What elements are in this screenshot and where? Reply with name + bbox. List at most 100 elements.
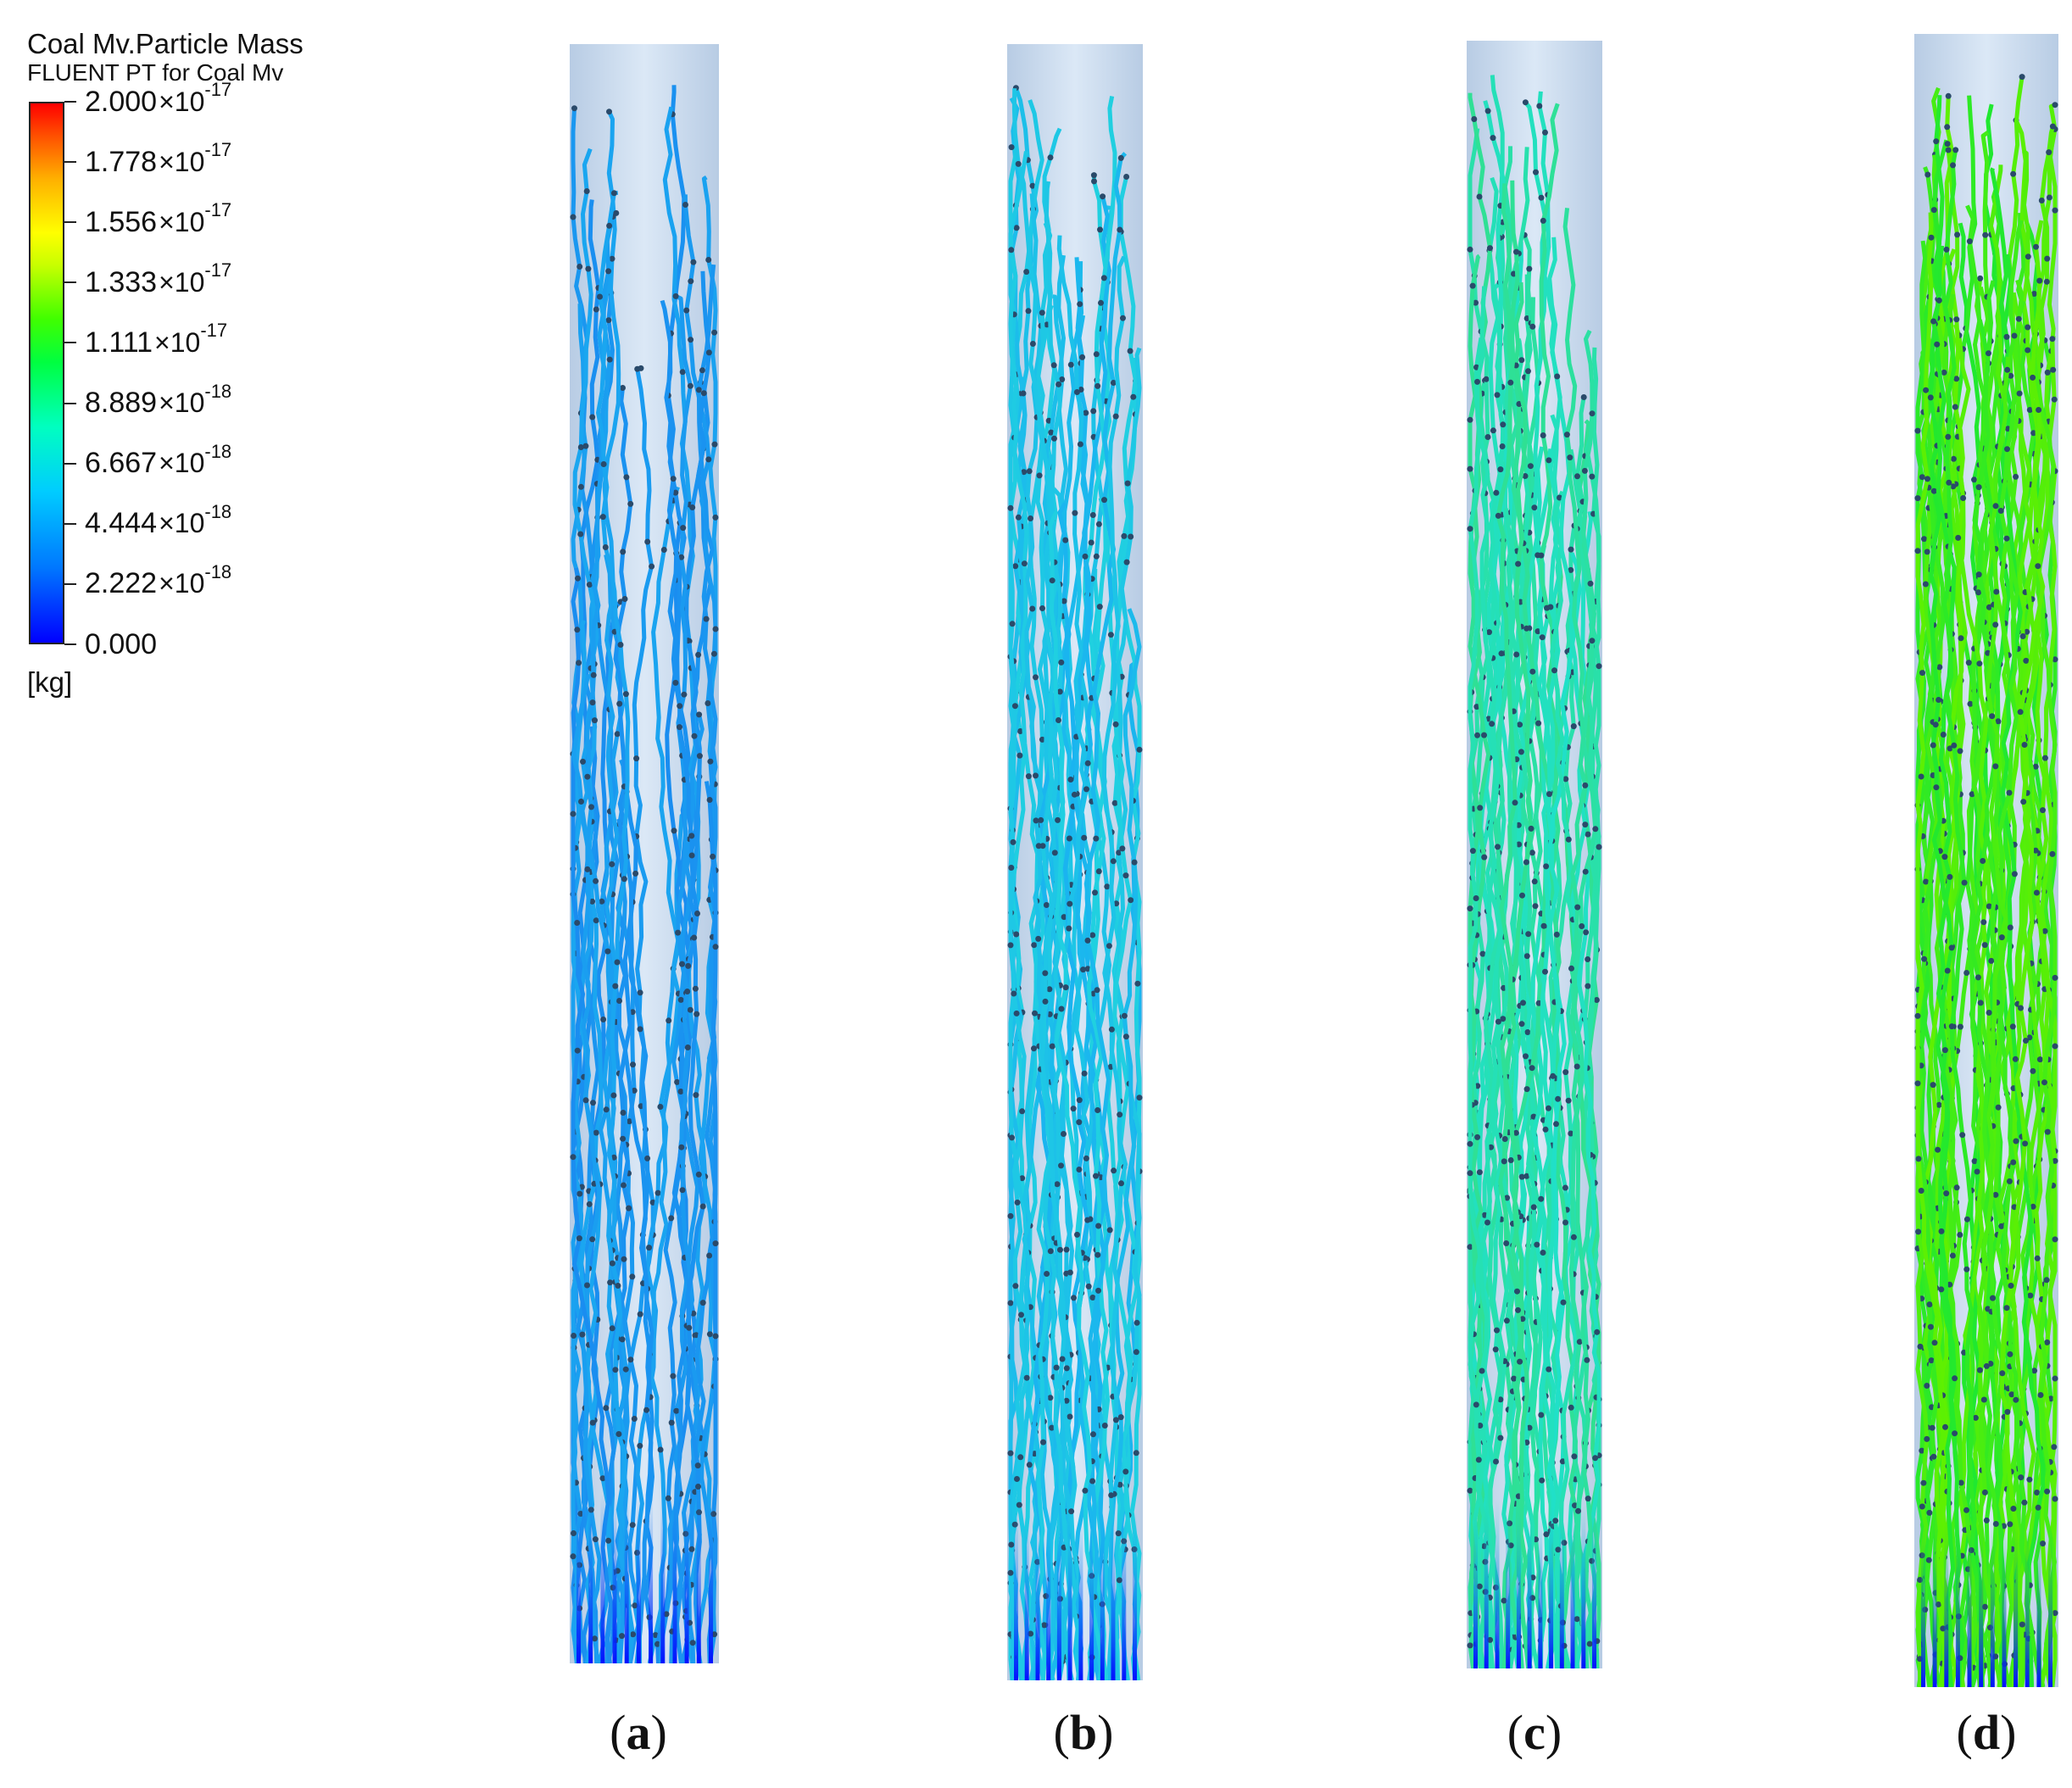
- particle-marker: [1039, 605, 1045, 611]
- particle-marker: [2051, 1444, 2058, 1451]
- particle-marker: [604, 948, 611, 955]
- particle-marker: [1093, 1173, 1099, 1179]
- tick-times: ×: [159, 146, 175, 177]
- particle-marker: [2034, 1255, 2041, 1262]
- particle-marker: [2018, 1474, 2025, 1481]
- particle-marker: [570, 810, 576, 817]
- panel-label-b: (b): [1016, 1704, 1151, 1761]
- particle-marker: [599, 514, 606, 521]
- particle-marker: [1585, 831, 1591, 838]
- particle-marker: [1953, 316, 1960, 323]
- particle-marker: [1083, 409, 1089, 416]
- particle-marker: [1922, 581, 1929, 588]
- particle-marker: [1513, 248, 1519, 255]
- particle-marker: [621, 876, 627, 883]
- particle-marker: [609, 255, 615, 262]
- particle-marker: [1108, 1026, 1115, 1033]
- particle-marker: [1988, 957, 1995, 964]
- tick-base: 10: [174, 86, 205, 117]
- tick-mantissa: 1.778: [85, 145, 158, 178]
- particle-marker: [1094, 987, 1100, 994]
- particle-marker: [1919, 1503, 1925, 1510]
- particle-marker: [1583, 929, 1590, 936]
- tick-mark: [64, 221, 76, 224]
- particle-marker: [585, 265, 592, 272]
- particle-track: [1496, 180, 1523, 1668]
- particle-marker: [1062, 537, 1069, 543]
- particle-marker: [2034, 1490, 2041, 1496]
- particle-marker: [1529, 849, 1535, 856]
- particle-marker: [712, 1333, 719, 1340]
- inlet-streak: [636, 1494, 641, 1663]
- particle-marker: [1974, 1168, 1980, 1175]
- panel-label-open: (: [1053, 1705, 1070, 1760]
- particle-marker: [1501, 1136, 1508, 1142]
- particle-marker: [577, 483, 584, 490]
- particle-marker: [1924, 171, 1931, 178]
- particle-marker: [678, 554, 685, 560]
- particle-marker: [2043, 1277, 2050, 1284]
- particle-marker: [1914, 548, 1921, 554]
- particle-marker: [1941, 369, 1947, 376]
- panel-label-letter: b: [1069, 1705, 1098, 1760]
- particle-marker: [589, 898, 596, 905]
- inlet-streak: [1944, 1518, 1949, 1687]
- particle-marker: [2018, 1005, 2024, 1011]
- particle-marker: [606, 356, 613, 363]
- particle-marker: [1467, 246, 1473, 253]
- particle-marker: [1467, 905, 1473, 912]
- particle-marker: [579, 1331, 586, 1338]
- particle-marker: [1963, 1507, 1969, 1513]
- particle-marker: [1997, 508, 2004, 514]
- particle-marker: [1095, 521, 1102, 527]
- particle-marker: [610, 190, 617, 197]
- inlet-streak: [1484, 1499, 1489, 1668]
- particle-marker: [1467, 1244, 1473, 1250]
- inlet-streak: [1024, 1511, 1029, 1680]
- tick-exponent: -18: [204, 560, 232, 582]
- inlet-streak: [1967, 1518, 1972, 1687]
- particle-marker: [1067, 361, 1074, 368]
- particle-marker: [592, 717, 598, 724]
- particle-marker: [1033, 772, 1039, 779]
- particle-track: [1468, 337, 1503, 1668]
- particle-marker: [1963, 1216, 1970, 1223]
- particle-marker: [706, 1331, 713, 1338]
- particle-track: [1078, 205, 1115, 1680]
- particle-marker: [1014, 1476, 1020, 1482]
- particle-marker: [1484, 1219, 1490, 1226]
- particle-marker: [1542, 1126, 1549, 1133]
- particle-marker: [1924, 1435, 1930, 1442]
- particle-marker: [1014, 1199, 1021, 1206]
- particle-track: [1008, 151, 1029, 1680]
- particle-marker: [1960, 495, 1967, 501]
- particle-marker: [1061, 598, 1067, 604]
- particle-marker: [1012, 1283, 1019, 1289]
- particle-marker: [1555, 1546, 1562, 1553]
- particle-marker: [1107, 632, 1114, 638]
- particle-marker: [1083, 786, 1089, 793]
- particle-marker: [1944, 967, 1951, 974]
- particle-marker: [1527, 463, 1534, 470]
- particle-marker: [1995, 1104, 2002, 1111]
- particle-marker: [1938, 1228, 1945, 1234]
- tick-base: 10: [174, 146, 205, 177]
- particle-marker: [2026, 407, 2033, 413]
- panel-label-close: ): [1545, 1705, 1562, 1760]
- colorbar-tick: 8.889 × 10 -18: [64, 381, 231, 421]
- particle-marker: [1007, 942, 1014, 949]
- tick-base: 10: [174, 448, 205, 479]
- particle-marker: [1963, 1266, 1970, 1273]
- particle-marker: [1576, 1339, 1583, 1345]
- particle-marker: [1049, 577, 1055, 584]
- particle-marker: [1570, 723, 1577, 730]
- particle-marker: [1931, 1340, 1938, 1346]
- particle-marker: [690, 259, 697, 265]
- particle-marker: [2036, 277, 2043, 284]
- particle-marker: [1919, 1447, 1925, 1454]
- particle-marker: [1133, 1319, 1140, 1326]
- particle-marker: [1467, 1140, 1473, 1147]
- tick-mark: [64, 522, 76, 525]
- particle-marker: [1568, 546, 1574, 553]
- particle-marker: [1914, 1080, 1921, 1087]
